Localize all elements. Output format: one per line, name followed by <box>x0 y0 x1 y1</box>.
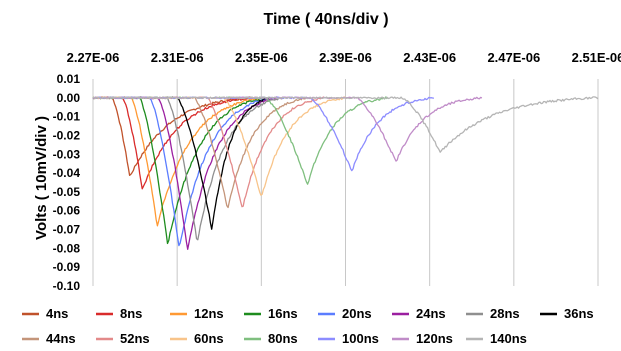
legend-label: 16ns <box>268 306 298 321</box>
series-line <box>92 96 272 247</box>
y-tick-label: -0.01 <box>53 110 81 124</box>
legend-label: 24ns <box>416 306 446 321</box>
y-tick-label: -0.10 <box>53 279 81 293</box>
x-tick-label: 2.43E-06 <box>403 50 456 65</box>
y-tick-label: -0.05 <box>53 185 81 199</box>
legend-label: 4ns <box>46 306 68 321</box>
y-tick-label: 0.00 <box>57 91 81 105</box>
legend-label: 60ns <box>194 331 224 346</box>
x-tick-label: 2.39E-06 <box>319 50 372 65</box>
y-tick-label: -0.04 <box>53 166 81 180</box>
legend-label: 80ns <box>268 331 298 346</box>
legend-label: 44ns <box>46 331 76 346</box>
y-tick-label: -0.07 <box>53 223 81 237</box>
x-tick-label: 2.47E-06 <box>487 50 540 65</box>
legend-label: 140ns <box>490 331 527 346</box>
y-tick-label: -0.08 <box>53 241 81 255</box>
legend-label: 12ns <box>194 306 224 321</box>
y-tick-label: -0.09 <box>53 260 81 274</box>
x-tick-label: 2.51E-06 <box>572 50 621 65</box>
series-lines <box>92 96 599 250</box>
legend-label: 8ns <box>120 306 142 321</box>
legend-label: 120ns <box>416 331 453 346</box>
legend-label: 52ns <box>120 331 150 346</box>
y-tick-labels: 0.01 0.00 -0.01 -0.02 -0.03 -0.04 -0.05 -0.06 -0… <box>53 72 81 293</box>
series-line <box>92 96 483 162</box>
x-tick-label: 2.27E-06 <box>67 50 120 65</box>
series-line <box>93 96 599 153</box>
x-tick-label: 2.31E-06 <box>151 50 204 65</box>
y-tick-label: -0.02 <box>53 128 81 142</box>
x-tick-label: 2.35E-06 <box>235 50 288 65</box>
x-tick-labels: 2.27E-06 2.31E-06 2.35E-06 2.39E-06 2.43E-06… <box>67 50 621 65</box>
y-axis-label: Volts ( 10mV/div ) <box>33 116 50 240</box>
chart-title: Time ( 40ns/div ) <box>263 11 388 28</box>
legend-label: 100ns <box>342 331 379 346</box>
y-tick-label: 0.01 <box>57 72 81 86</box>
legend-label: 20ns <box>342 306 372 321</box>
legend: 4ns 8ns 12ns 16ns 20ns 24ns 28ns 36ns 44ns 52ns 60… <box>22 306 594 346</box>
y-tick-label: -0.03 <box>53 147 81 161</box>
y-tick-label: -0.06 <box>53 204 81 218</box>
legend-label: 28ns <box>490 306 520 321</box>
legend-label: 36ns <box>564 306 594 321</box>
